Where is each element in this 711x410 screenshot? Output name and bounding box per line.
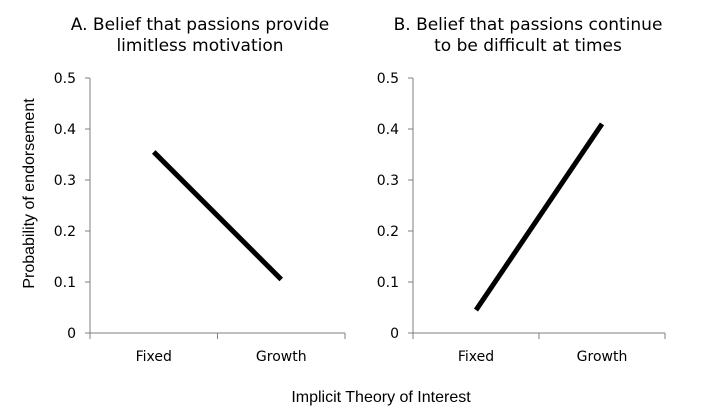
panel-a-y-tick-label: 0.5 [54,71,76,87]
panel-b-y-tick-label: 0.2 [377,224,399,240]
panel-a-series-line [151,150,284,282]
panel-b-x-tick-label: Fixed [458,349,494,365]
panel-b-y-tick-label: 0 [390,326,399,342]
panel-b-y-tick-label: 0.4 [377,122,399,138]
panel-b-y-tick-label: 0.1 [377,275,399,291]
panel-b-y-tick-label: 0.3 [377,173,399,189]
panel-b-title-line-1: B. Belief that passions continue [394,15,663,35]
panel-b-series-line [473,122,605,312]
panel-a-y-tick-label: 0.2 [54,224,76,240]
panel-a-title-line-2: limitless motivation [116,36,283,56]
panel-a-y-tick-label: 0.1 [54,275,76,291]
panel-a-x-tick-label: Fixed [136,349,172,365]
panel-b-title-line-2: to be difficult at times [434,36,622,56]
panel-a-y-tick-label: 0.3 [54,173,76,189]
panel-a-y-tick-label: 0 [67,326,76,342]
panel-a: A. Belief that passions providelimitless… [21,15,346,365]
panel-a-x-tick-label: Growth [256,349,307,365]
y-axis-label: Probability of endorsement [21,98,38,289]
panel-b-x-tick-label: Growth [577,349,628,365]
panel-a-y-tick-label: 0.4 [54,122,76,138]
panel-b-y-tick-label: 0.5 [377,71,399,87]
panel-a-title-line-1: A. Belief that passions provide [71,15,329,35]
x-axis-label: Implicit Theory of Interest [291,389,471,406]
